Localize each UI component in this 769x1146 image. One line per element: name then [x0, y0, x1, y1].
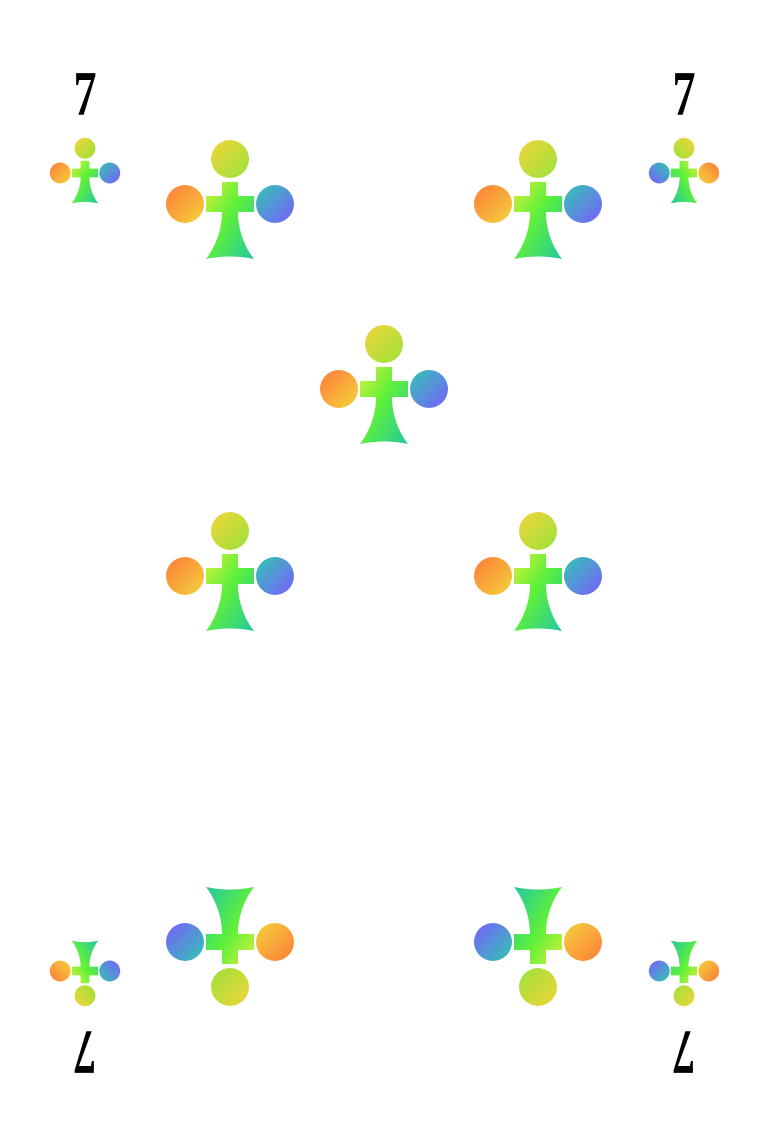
rank-label-top-left: 7	[73, 58, 97, 129]
corner-club-icon	[49, 940, 121, 1007]
club-icon	[320, 325, 448, 444]
club-icon	[166, 140, 294, 259]
rank-label-top-right: 7	[672, 58, 696, 129]
corner-club-icon	[648, 940, 720, 1007]
corner-club-icon	[648, 137, 720, 204]
club-icon	[166, 887, 294, 1006]
club-icon	[474, 140, 602, 259]
club-icon	[474, 512, 602, 631]
club-icon	[474, 887, 602, 1006]
corner-club-icon	[49, 137, 121, 204]
club-icon	[166, 512, 294, 631]
